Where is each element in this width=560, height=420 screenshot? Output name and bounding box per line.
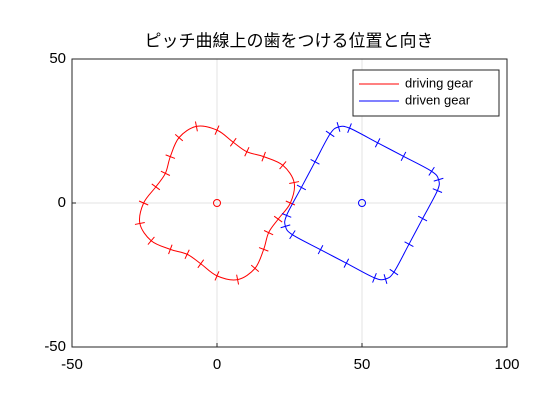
tooth-mark xyxy=(134,221,145,225)
tooth-mark xyxy=(214,271,220,281)
legend-label: driving gear xyxy=(405,75,474,90)
tooth-mark xyxy=(343,258,350,268)
tooth-mark xyxy=(165,154,176,159)
tooth-mark xyxy=(400,151,407,161)
tooth-mark xyxy=(336,122,341,132)
tooth-mark xyxy=(417,215,428,222)
tooth-mark xyxy=(236,274,240,285)
tooth-mark xyxy=(433,177,444,182)
tooth-mark xyxy=(310,159,320,165)
tooth-mark xyxy=(174,133,184,142)
tooth-mark xyxy=(244,147,250,157)
gear-center xyxy=(358,199,366,207)
tooth-mark xyxy=(404,241,414,247)
tooth-mark xyxy=(325,130,335,138)
y-tick-label: 0 xyxy=(58,194,66,211)
tooth-mark xyxy=(273,215,283,223)
tooth-mark xyxy=(263,230,274,236)
x-tick-label: 50 xyxy=(354,356,371,373)
tooth-mark xyxy=(347,123,352,133)
tooth-mark xyxy=(296,184,307,191)
axes-box xyxy=(71,58,508,348)
x-tick-label: 100 xyxy=(494,356,519,373)
tooth-mark xyxy=(168,244,173,255)
tooth-mark xyxy=(184,249,190,259)
tooth-mark xyxy=(138,200,149,206)
tooth-mark xyxy=(194,121,198,132)
tooth-mark xyxy=(281,213,292,218)
tooth-mark xyxy=(160,170,171,176)
chart-title: ピッチ曲線上の歯をつける位置と向き xyxy=(145,31,434,50)
legend-label: driven gear xyxy=(405,92,471,107)
tooth-mark xyxy=(261,151,266,162)
tooth-mark xyxy=(389,268,399,276)
gear-center xyxy=(213,199,221,207)
tooth-mark xyxy=(289,181,300,185)
x-tick-label: 0 xyxy=(213,356,221,373)
y-tick-label: -50 xyxy=(44,338,66,355)
tooth-mark xyxy=(147,236,155,245)
tooth-mark xyxy=(432,188,443,193)
tooth-mark xyxy=(372,273,377,283)
tooth-mark xyxy=(280,224,291,229)
x-tick-label: -50 xyxy=(61,356,83,373)
tooth-mark xyxy=(383,274,388,284)
tooth-mark xyxy=(428,166,435,176)
tooth-mark xyxy=(374,138,381,148)
tooth-mark xyxy=(258,247,269,252)
tooth-mark xyxy=(250,264,260,273)
tooth-mark xyxy=(229,137,237,147)
legend-box xyxy=(352,69,500,117)
tooth-mark xyxy=(214,125,220,135)
tooth-mark xyxy=(289,230,296,240)
tooth-mark xyxy=(285,200,296,206)
tooth-mark xyxy=(279,161,287,170)
y-tick-label: 50 xyxy=(49,50,66,67)
tooth-mark xyxy=(317,245,324,255)
tooth-mark xyxy=(197,259,205,269)
tooth-mark xyxy=(151,183,161,191)
